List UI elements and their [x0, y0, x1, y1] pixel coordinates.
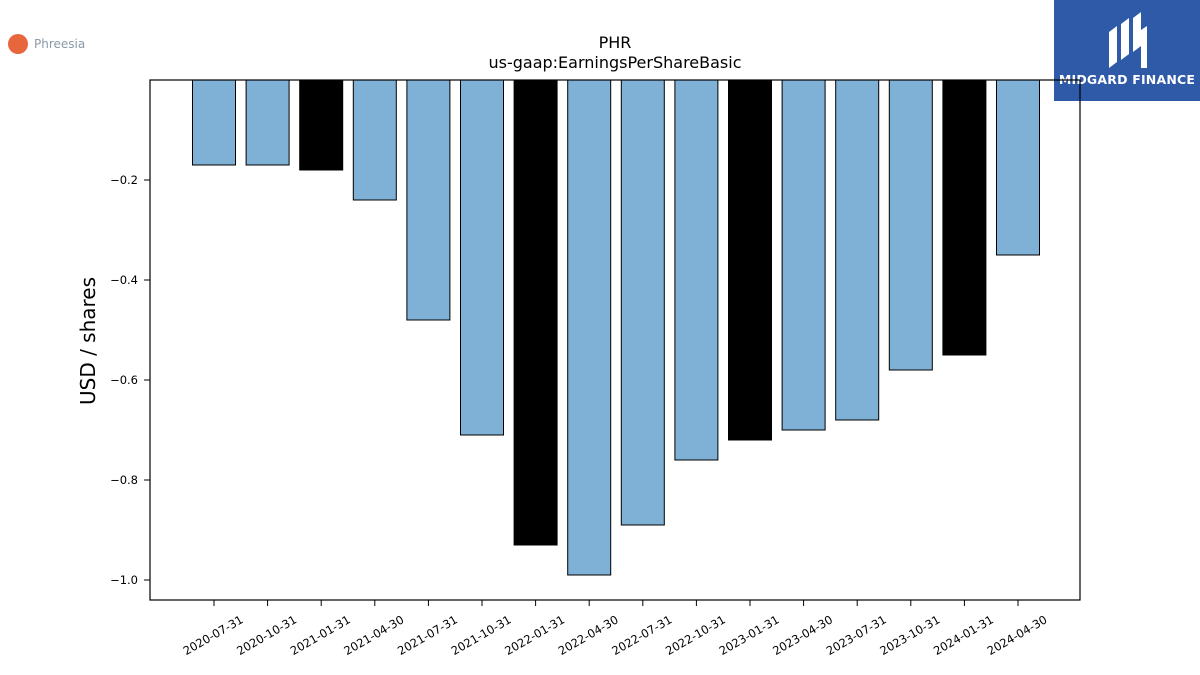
company-logo-icon — [8, 34, 28, 54]
x-tick-label: 2022-01-31 — [502, 612, 567, 658]
x-tick-label: 2022-07-31 — [609, 612, 674, 658]
bar-2024-01-31 — [942, 79, 987, 356]
bar-2023-01-31 — [728, 79, 772, 441]
bar-2024-04-30 — [996, 79, 1040, 256]
x-tick-label: 2022-10-31 — [663, 612, 728, 658]
brand-mark-icon — [1109, 12, 1147, 68]
bar-2023-04-30 — [781, 79, 826, 431]
x-tick-label: 2024-01-31 — [931, 612, 996, 658]
bar-2021-07-31 — [406, 79, 451, 321]
plot-frame — [149, 79, 1081, 601]
x-tick-label: 2023-01-31 — [717, 612, 782, 658]
bar-2020-10-31 — [245, 79, 290, 166]
bar-2022-04-30 — [567, 79, 612, 576]
x-tick-label: 2023-04-30 — [770, 612, 835, 658]
bar-2020-07-31 — [192, 79, 236, 166]
chart-title: PHR — [599, 33, 632, 52]
y-tick-label: −0.2 — [110, 173, 138, 187]
x-tick-label: 2020-10-31 — [234, 612, 299, 658]
x-tick-label: 2022-04-30 — [556, 612, 621, 658]
x-tick-label: 2024-04-30 — [985, 612, 1050, 658]
company-logo: Phreesia — [8, 34, 85, 54]
bars-group — [192, 79, 1040, 576]
x-tick-label: 2023-10-31 — [877, 612, 942, 658]
bar-2021-01-31 — [299, 79, 344, 171]
y-tick-label: −1.0 — [110, 573, 138, 587]
bar-2023-10-31 — [888, 79, 933, 371]
bar-2021-10-31 — [460, 79, 504, 436]
x-tick-label: 2021-10-31 — [449, 612, 514, 658]
brand-logo: MIDGARD FINANCE — [1054, 0, 1200, 101]
x-tick-label: 2020-07-31 — [181, 612, 246, 658]
brand-name: MIDGARD FINANCE — [1058, 72, 1196, 87]
bar-2023-07-31 — [835, 79, 880, 421]
bar-2022-07-31 — [620, 79, 665, 526]
bar-2022-01-31 — [513, 79, 558, 546]
x-tick-label: 2021-07-31 — [395, 612, 460, 658]
y-tick-label: −0.4 — [110, 273, 138, 287]
y-axis-ticks: −0.2 −0.4 −0.6 −0.8 −1.0 — [110, 173, 150, 587]
chart-subtitle: us-gaap:EarningsPerShareBasic — [488, 53, 741, 72]
bar-2021-04-30 — [352, 79, 397, 201]
x-axis-ticks: 2020-07-312020-10-312021-01-312021-04-30… — [181, 600, 1050, 658]
y-axis-label: USD / shares — [76, 277, 100, 405]
x-tick-label: 2021-01-31 — [288, 612, 353, 658]
x-tick-label: 2023-07-31 — [824, 612, 889, 658]
bar-2022-10-31 — [674, 79, 719, 461]
company-name: Phreesia — [34, 37, 86, 51]
x-tick-label: 2021-04-30 — [341, 612, 406, 658]
y-tick-label: −0.6 — [110, 373, 138, 387]
y-tick-label: −0.8 — [110, 473, 138, 487]
